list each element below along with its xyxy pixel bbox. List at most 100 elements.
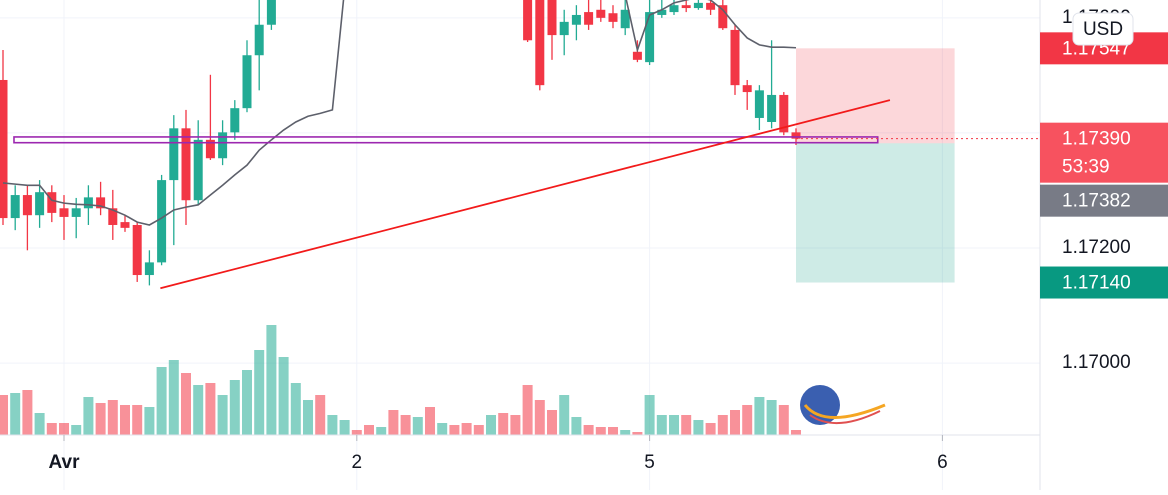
candle-body bbox=[47, 192, 57, 213]
candle-body bbox=[96, 197, 106, 209]
candle-body bbox=[645, 12, 655, 63]
volume-bar bbox=[461, 423, 472, 435]
candle-body bbox=[706, 2, 716, 10]
candle-body bbox=[754, 90, 764, 118]
volume-pane bbox=[0, 325, 801, 435]
candle-body bbox=[22, 195, 32, 216]
candle-body bbox=[584, 12, 594, 25]
volume-bar bbox=[632, 432, 643, 435]
candle-body bbox=[718, 5, 728, 29]
candle-body bbox=[83, 197, 93, 209]
volume-bar bbox=[351, 430, 362, 435]
candle-body bbox=[181, 128, 191, 201]
volume-bar bbox=[571, 417, 582, 435]
volume-bar bbox=[498, 413, 509, 435]
volume-bar bbox=[156, 367, 167, 435]
candle-body bbox=[767, 94, 777, 122]
price-badge bbox=[1040, 122, 1168, 183]
volume-bar bbox=[620, 430, 631, 435]
candle-body bbox=[791, 132, 801, 139]
volume-bar bbox=[254, 350, 265, 435]
candle-body bbox=[559, 21, 569, 36]
candle-body bbox=[35, 192, 45, 216]
candle-body bbox=[657, 9, 667, 15]
volume-bar bbox=[693, 420, 704, 435]
volume-bar bbox=[534, 400, 545, 435]
volume-bar bbox=[778, 405, 789, 435]
price-badge bbox=[1040, 266, 1168, 299]
volume-bar bbox=[547, 410, 557, 435]
volume-bar bbox=[656, 415, 667, 435]
volume-bar bbox=[22, 390, 33, 435]
price-pane bbox=[0, 0, 1040, 290]
candle-body bbox=[681, 5, 691, 9]
volume-bar bbox=[290, 383, 301, 435]
volume-bar bbox=[644, 395, 655, 435]
volume-bar bbox=[278, 357, 289, 435]
candle-body bbox=[535, 0, 545, 86]
candle-body bbox=[669, 5, 679, 13]
volume-bar bbox=[229, 380, 240, 435]
currency-button[interactable]: USD bbox=[1072, 12, 1134, 46]
volume-bar bbox=[364, 425, 374, 435]
candle-body bbox=[571, 14, 581, 25]
candle-body bbox=[620, 9, 630, 29]
candle-body bbox=[266, 0, 276, 25]
volume-bar bbox=[583, 425, 594, 435]
price-badge-label: 1.17390 bbox=[1062, 129, 1131, 150]
volume-bar bbox=[730, 410, 740, 435]
y-tick-label: 1.17000 bbox=[1062, 352, 1131, 373]
candle-body bbox=[779, 94, 789, 133]
volume-bar bbox=[717, 415, 728, 435]
volume-bar bbox=[705, 423, 716, 435]
volume-bar bbox=[400, 415, 411, 435]
candle-body bbox=[108, 208, 118, 225]
candle-body bbox=[730, 29, 740, 86]
volume-bar bbox=[107, 400, 118, 435]
volume-bar bbox=[791, 430, 801, 435]
candle-body bbox=[10, 195, 20, 219]
price-badge bbox=[1040, 184, 1168, 217]
candle-body bbox=[523, 0, 533, 41]
volume-bar bbox=[669, 415, 679, 435]
volume-bar bbox=[595, 427, 606, 435]
volume-bar bbox=[766, 400, 777, 435]
volume-bar bbox=[132, 405, 143, 435]
candle-body bbox=[205, 139, 215, 159]
currency-label[interactable]: USD bbox=[1083, 19, 1123, 40]
volume-bar bbox=[388, 410, 399, 435]
volume-bar bbox=[425, 407, 435, 435]
logo bbox=[800, 385, 886, 425]
volume-bar bbox=[10, 393, 21, 435]
volume-bar bbox=[59, 423, 69, 435]
volume-bar bbox=[327, 415, 338, 435]
candle-body bbox=[218, 132, 228, 159]
candle-body bbox=[120, 222, 130, 228]
candle-body bbox=[608, 13, 618, 22]
volume-bar bbox=[449, 425, 460, 435]
candle-body bbox=[596, 9, 606, 18]
target-zone bbox=[796, 143, 955, 283]
volume-bar bbox=[339, 420, 350, 435]
price-badge-label: 1.17382 bbox=[1062, 191, 1131, 212]
countdown: 53:39 bbox=[1062, 157, 1110, 178]
candle-body bbox=[693, 2, 703, 9]
moving-average bbox=[2, 0, 797, 226]
x-tick-label: 6 bbox=[937, 452, 948, 473]
volume-bar bbox=[71, 425, 82, 435]
volume-bar bbox=[266, 325, 277, 435]
candle-body bbox=[144, 262, 154, 276]
price-badge-label: 1.17140 bbox=[1062, 273, 1131, 294]
volume-bar bbox=[95, 403, 106, 435]
candle-body bbox=[742, 85, 752, 93]
range-box bbox=[13, 136, 879, 144]
volume-bar bbox=[559, 395, 570, 435]
candle-body bbox=[71, 208, 81, 217]
volume-bar bbox=[242, 370, 252, 435]
volume-bar bbox=[83, 397, 94, 435]
volume-bar bbox=[144, 407, 155, 435]
volume-bar bbox=[193, 385, 204, 435]
volume-bar bbox=[412, 417, 423, 435]
volume-bar bbox=[510, 415, 521, 435]
